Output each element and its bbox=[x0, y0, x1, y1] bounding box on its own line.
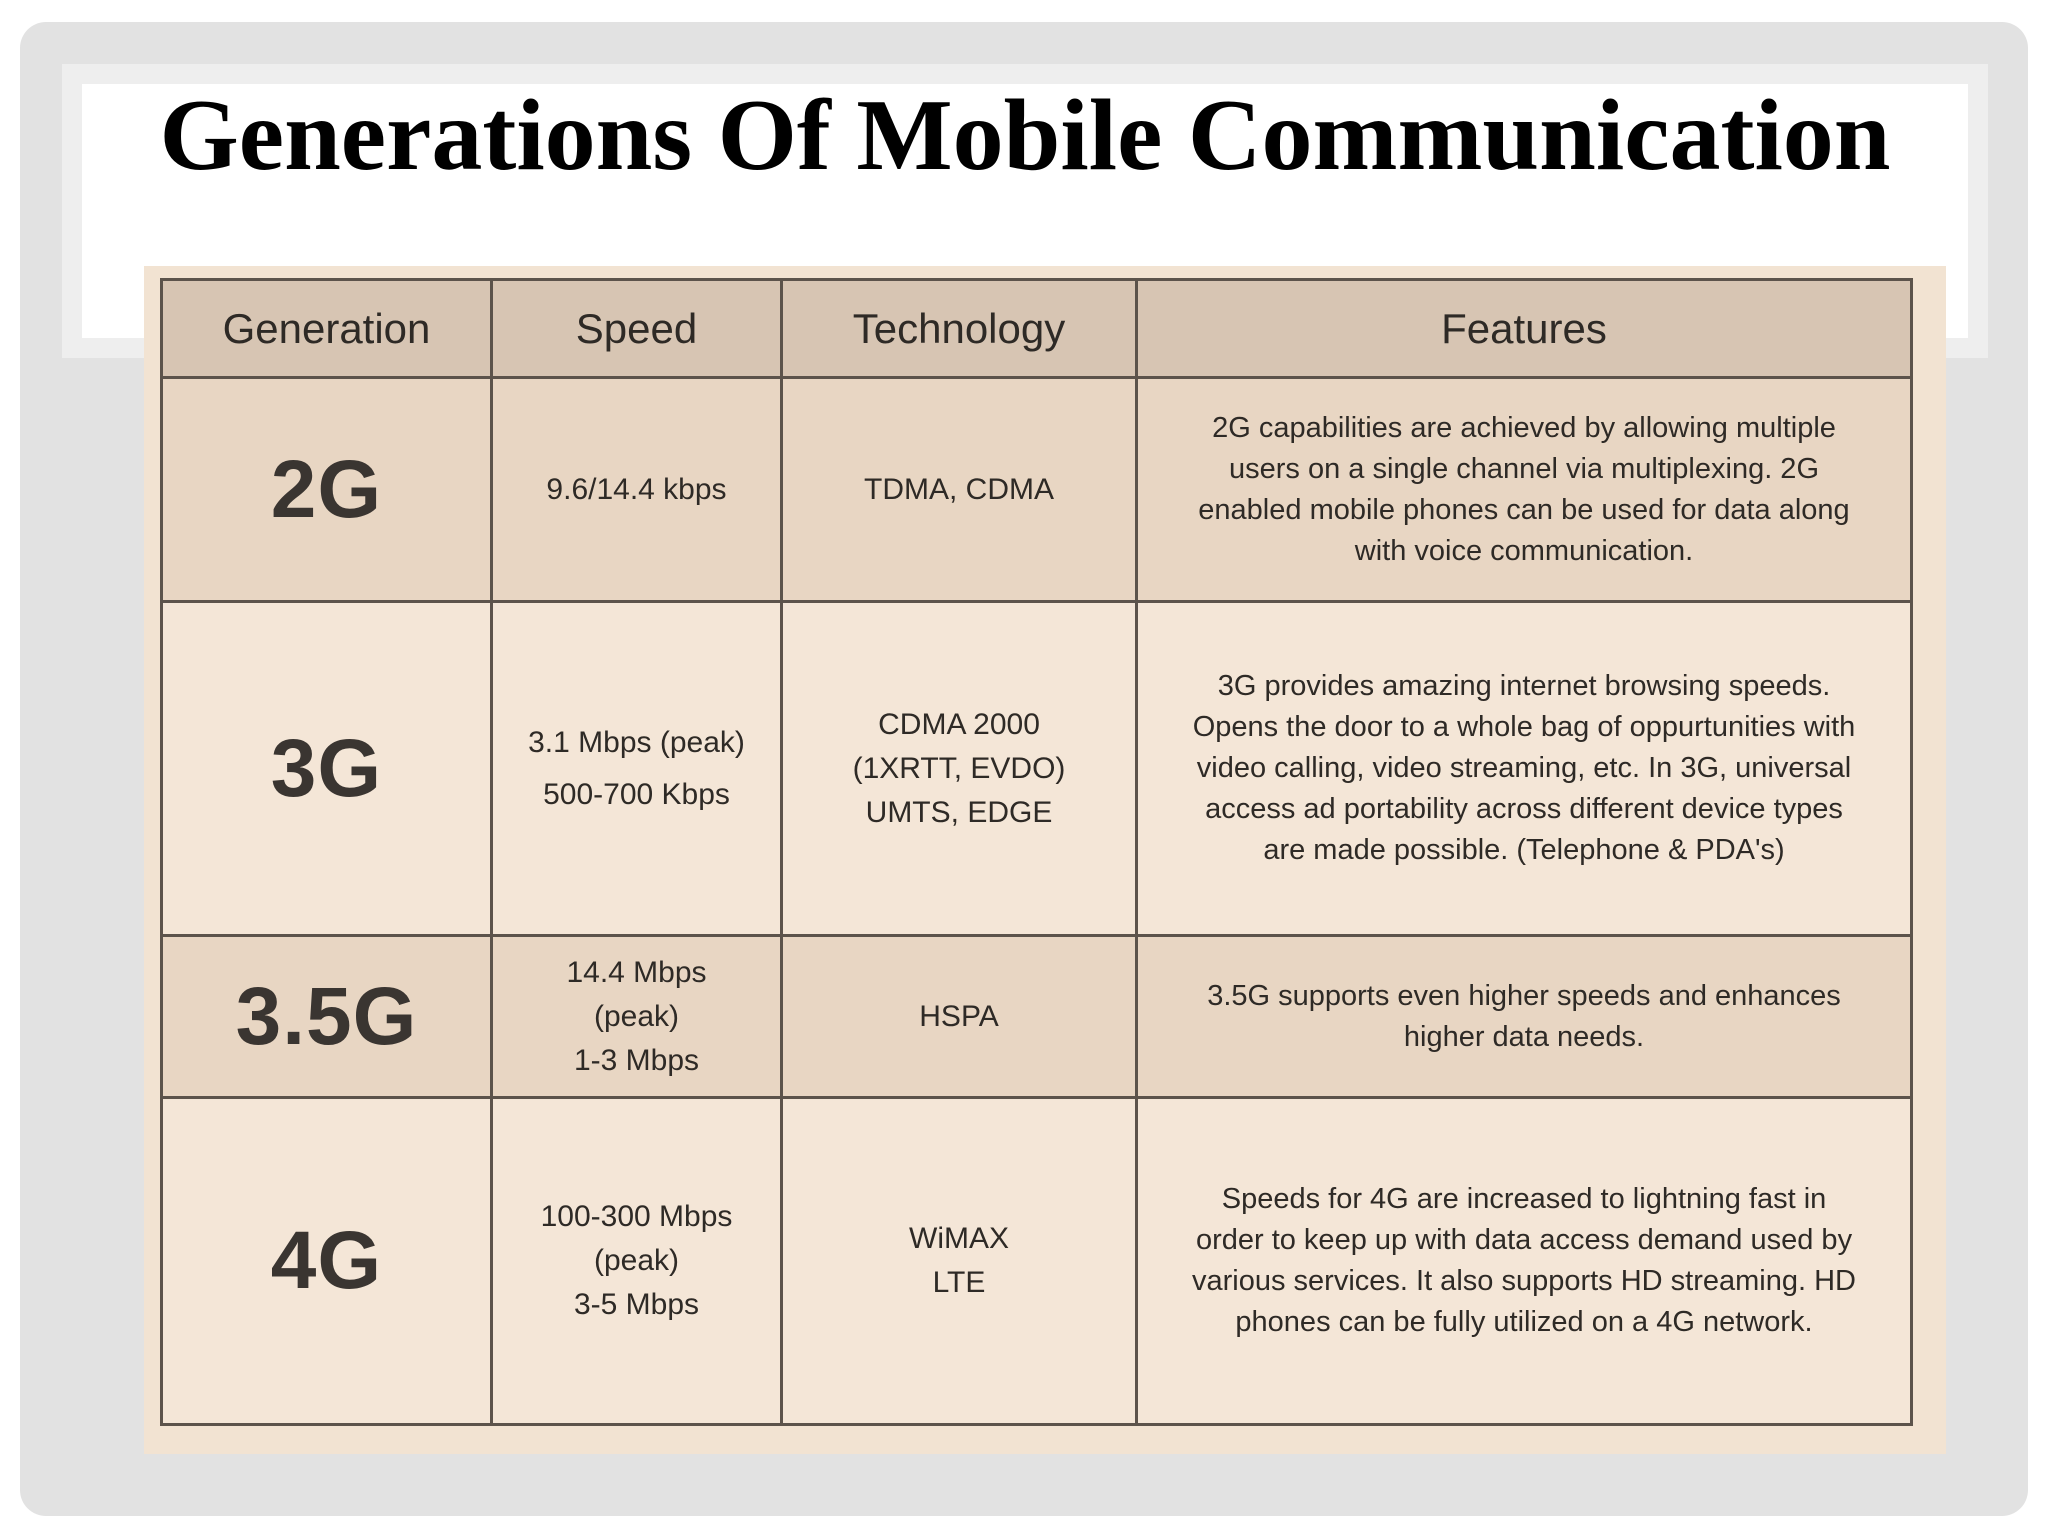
features-line: users on a single channel via multiplexi… bbox=[1229, 452, 1819, 485]
features-line: 3G provides amazing internet browsing sp… bbox=[1217, 670, 1831, 702]
features-line: 2G capabilities are achieved by allowing… bbox=[1212, 411, 1836, 444]
generations-table: Generation Speed Technology Features 2G … bbox=[160, 278, 1913, 1426]
speed-line: 3.1 Mbps (peak) bbox=[528, 725, 745, 759]
speed-line: 500-700 Kbps bbox=[543, 777, 730, 811]
features-line: with voice communication. bbox=[1354, 534, 1694, 567]
speed-cell: 9.6/14.4 kbps bbox=[490, 376, 783, 603]
technology-line: WiMAX bbox=[909, 1222, 1009, 1255]
speed-cell: 3.1 Mbps (peak) 500-700 Kbps bbox=[490, 600, 783, 937]
features-cell: 2G capabilities are achieved by allowing… bbox=[1135, 376, 1913, 603]
technology-line: (1XRTT, EVDO) bbox=[852, 751, 1066, 785]
generation-cell: 2G bbox=[160, 376, 493, 603]
speed-cell: 100-300 Mbps (peak) 3-5 Mbps bbox=[490, 1096, 783, 1426]
features-line: access ad portability across different d… bbox=[1205, 793, 1843, 825]
table-header-row: Generation Speed Technology Features bbox=[160, 278, 1913, 379]
technology-cell: TDMA, CDMA bbox=[780, 376, 1138, 603]
technology-cell: WiMAX LTE bbox=[780, 1096, 1138, 1426]
features-line: Speeds for 4G are increased to lightning… bbox=[1221, 1183, 1827, 1215]
header-features: Features bbox=[1135, 278, 1913, 379]
features-line: higher data needs. bbox=[1403, 1020, 1645, 1053]
generation-cell: 4G bbox=[160, 1096, 493, 1426]
speed-line: 3-5 Mbps bbox=[573, 1288, 700, 1321]
features-line: are made possible. (Telephone & PDA's) bbox=[1263, 834, 1785, 866]
technology-cell: CDMA 2000 (1XRTT, EVDO) UMTS, EDGE bbox=[780, 600, 1138, 937]
header-speed: Speed bbox=[490, 278, 783, 379]
table-row: 2G 9.6/14.4 kbps TDMA, CDMA 2G capabilit… bbox=[160, 376, 1913, 603]
features-line: enabled mobile phones can be used for da… bbox=[1198, 493, 1850, 526]
table-row: 3.5G 14.4 Mbps (peak) 1-3 Mbps HSPA 3.5G… bbox=[160, 934, 1913, 1099]
generations-table-image: Generation Speed Technology Features 2G … bbox=[144, 266, 1946, 1454]
features-line: various services. It also supports HD st… bbox=[1192, 1265, 1856, 1297]
technology-line: HSPA bbox=[919, 999, 999, 1033]
generation-cell: 3.5G bbox=[160, 934, 493, 1099]
speed-line: 1-3 Mbps bbox=[573, 1043, 700, 1077]
table-row: 3G 3.1 Mbps (peak) 500-700 Kbps CDMA 200… bbox=[160, 600, 1913, 937]
technology-line: CDMA 2000 bbox=[878, 707, 1040, 741]
features-line: video calling, video streaming, etc. In … bbox=[1196, 752, 1852, 784]
features-line: order to keep up with data access demand… bbox=[1195, 1224, 1853, 1256]
table-row: 4G 100-300 Mbps (peak) 3-5 Mbps WiMAX LT… bbox=[160, 1096, 1913, 1426]
generation-cell: 3G bbox=[160, 600, 493, 937]
technology-line: UMTS, EDGE bbox=[865, 795, 1053, 829]
header-generation: Generation bbox=[160, 278, 493, 379]
technology-cell: HSPA bbox=[780, 934, 1138, 1099]
features-line: 3.5G supports even higher speeds and enh… bbox=[1207, 979, 1841, 1012]
technology-line: TDMA, CDMA bbox=[864, 472, 1054, 506]
speed-line: (peak) bbox=[593, 1244, 680, 1277]
slide-title: Generations Of Mobile Communication bbox=[159, 79, 1891, 192]
features-cell: Speeds for 4G are increased to lightning… bbox=[1135, 1096, 1913, 1426]
speed-line: 14.4 Mbps bbox=[566, 955, 707, 989]
speed-line: (peak) bbox=[593, 999, 680, 1033]
speed-line: 9.6/14.4 kbps bbox=[546, 472, 727, 506]
features-cell: 3G provides amazing internet browsing sp… bbox=[1135, 600, 1913, 937]
header-technology: Technology bbox=[780, 278, 1138, 379]
features-cell: 3.5G supports even higher speeds and enh… bbox=[1135, 934, 1913, 1099]
features-line: phones can be fully utilized on a 4G net… bbox=[1235, 1306, 1813, 1338]
speed-line: 100-300 Mbps bbox=[540, 1200, 733, 1233]
features-line: Opens the door to a whole bag of oppurtu… bbox=[1192, 711, 1856, 743]
speed-cell: 14.4 Mbps (peak) 1-3 Mbps bbox=[490, 934, 783, 1099]
technology-line: LTE bbox=[932, 1266, 986, 1299]
